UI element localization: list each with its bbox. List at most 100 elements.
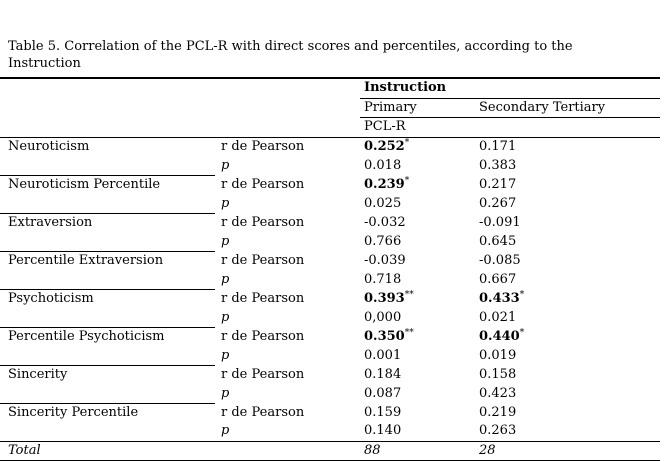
header-row-group: Instruction	[0, 78, 660, 99]
spacer-cell	[0, 194, 215, 214]
r-value-text: 0.171	[479, 138, 517, 154]
variable-label: Sincerity	[8, 366, 68, 382]
p-value-secondary: 0.019	[479, 347, 517, 363]
variable-row: Sincerity r de Pearson 0.184 0.158	[0, 365, 660, 384]
spacer-cell	[0, 232, 215, 252]
significance-asterisk: *	[519, 327, 525, 338]
p-value-secondary: 0.383	[479, 157, 517, 173]
stat-label-p: p	[221, 233, 230, 249]
spacer-cell	[0, 117, 360, 138]
column-header-primary: Primary	[360, 98, 475, 118]
r-value-text: -0.091	[479, 214, 521, 230]
header-row-columns: Primary Secondary Tertiary	[0, 98, 660, 118]
p-row: p 0,000 0.021	[0, 308, 660, 328]
r-value-primary: -0.032	[360, 213, 475, 232]
r-value-text: 0.393	[364, 290, 405, 306]
stat-label-r: r de Pearson	[221, 138, 305, 154]
stat-label-r: r de Pearson	[221, 176, 305, 192]
p-value-primary: 0.087	[364, 385, 402, 401]
stat-label-r: r de Pearson	[221, 404, 305, 420]
column-header-secondary-tertiary: Secondary Tertiary	[475, 98, 660, 118]
r-value-primary: 0.350**	[360, 327, 475, 346]
p-row: p 0.140 0.263	[0, 422, 660, 442]
variable-row: Psychoticism r de Pearson 0.393** 0.433*	[0, 289, 660, 308]
p-value-secondary: 0.423	[479, 385, 517, 401]
total-label: Total	[0, 441, 215, 461]
total-secondary: 28	[475, 441, 660, 461]
p-row: p 0.025 0.267	[0, 194, 660, 214]
p-value-primary: 0,000	[364, 309, 402, 325]
stat-label-r: r de Pearson	[221, 252, 305, 268]
significance-asterisk: **	[404, 289, 414, 300]
r-value-primary: 0.159	[360, 403, 475, 422]
p-row: p 0.766 0.645	[0, 232, 660, 252]
stat-label-p: p	[221, 195, 230, 211]
stat-label-p: p	[221, 309, 230, 325]
r-value-text: 0.433	[479, 290, 520, 306]
spacer-cell	[0, 308, 215, 328]
variable-label: Percentile Psychoticism	[8, 328, 165, 344]
p-value-secondary: 0.263	[475, 422, 660, 442]
r-value-primary: 0.252*	[360, 137, 475, 156]
spacer-cell	[0, 384, 215, 404]
r-value-text: 0.184	[364, 366, 402, 382]
r-value-text: 0.219	[479, 404, 517, 420]
r-value-text: -0.039	[364, 252, 406, 268]
significance-asterisk: *	[404, 175, 410, 186]
significance-asterisk: **	[404, 327, 414, 338]
r-value-secondary: -0.091	[475, 213, 660, 232]
stat-label-p: p	[221, 271, 230, 287]
p-value-secondary: 0.667	[479, 271, 517, 287]
r-value-secondary: 0.158	[475, 365, 660, 384]
spacer-cell	[0, 156, 215, 176]
r-value-secondary: 0.171	[475, 137, 660, 156]
variable-row: Sincerity Percentile r de Pearson 0.159 …	[0, 403, 660, 422]
variable-label: Percentile Extraversion	[8, 252, 164, 268]
p-value-secondary: 0.645	[479, 233, 517, 249]
spacer-cell	[0, 98, 360, 118]
p-row: p 0.001 0.019	[0, 346, 660, 366]
instruction-group-header: Instruction	[360, 78, 660, 99]
p-value-primary: 0.001	[364, 347, 402, 363]
r-value-secondary: -0.085	[475, 251, 660, 270]
r-value-primary: -0.039	[360, 251, 475, 270]
spacer-cell	[215, 441, 360, 461]
variable-row: Percentile Extraversion r de Pearson -0.…	[0, 251, 660, 270]
p-value-secondary: 0.267	[479, 195, 517, 211]
variable-label: Sincerity Percentile	[8, 404, 139, 420]
spacer-cell	[0, 422, 215, 442]
r-value-text: 0.159	[364, 404, 402, 420]
r-value-primary: 0.239*	[360, 175, 475, 194]
stat-label-p: p	[221, 347, 230, 363]
stat-label-p: p	[215, 422, 360, 442]
table-caption: Table 5. Correlation of the PCL-R with d…	[8, 39, 573, 71]
p-value-secondary: 0.021	[479, 309, 517, 325]
variable-row: Percentile Psychoticism r de Pearson 0.3…	[0, 327, 660, 346]
r-value-text: 0.158	[479, 366, 517, 382]
p-row: p 0.718 0.667	[0, 270, 660, 290]
variable-row: Neuroticism r de Pearson 0.252* 0.171	[0, 137, 660, 156]
stat-label-p: p	[221, 385, 230, 401]
stat-label-p: p	[221, 157, 230, 173]
r-value-primary: 0.393**	[360, 289, 475, 308]
r-value-secondary: 0.217	[475, 175, 660, 194]
variable-label: Psychoticism	[8, 290, 94, 306]
p-value-primary: 0.766	[364, 233, 402, 249]
variable-label: Neuroticism	[8, 138, 90, 154]
total-primary: 88	[360, 441, 475, 461]
variable-label: Extraversion	[8, 214, 93, 230]
spacer-cell	[0, 270, 215, 290]
significance-asterisk: *	[404, 137, 410, 148]
spacer-cell	[475, 117, 660, 138]
r-value-text: -0.085	[479, 252, 521, 268]
stat-label-r: r de Pearson	[221, 290, 305, 306]
stat-label-r: r de Pearson	[221, 214, 305, 230]
r-value-text: 0.252	[364, 138, 405, 154]
spacer-cell	[0, 78, 360, 98]
variable-row: Extraversion r de Pearson -0.032 -0.091	[0, 213, 660, 232]
r-value-text: 0.440	[479, 328, 520, 344]
spacer-cell	[0, 346, 215, 366]
stat-label-r: r de Pearson	[221, 328, 305, 344]
p-value-primary: 0.718	[364, 271, 402, 287]
r-value-text: 0.350	[364, 328, 405, 344]
